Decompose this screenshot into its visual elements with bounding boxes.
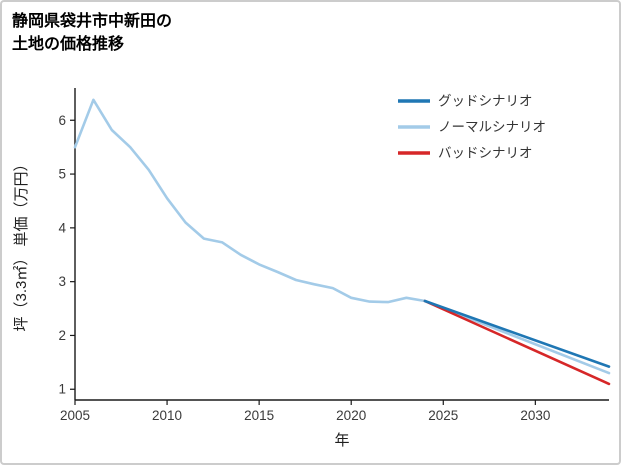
y-tick-label: 5 (58, 167, 66, 182)
x-axis-title: 年 (334, 432, 349, 449)
y-tick-label: 4 (58, 220, 66, 235)
legend-item-bad-scenario[interactable]: バッドシナリオ (398, 146, 533, 161)
legend-item-normal-scenario[interactable]: ノーマルシナリオ (398, 120, 546, 135)
y-tick-label: 1 (58, 382, 66, 397)
x-tick-label: 2025 (428, 408, 458, 423)
x-tick-label: 2030 (520, 408, 550, 423)
x-tick-label: 2005 (60, 408, 90, 423)
x-tick-label: 2020 (336, 408, 366, 423)
page-title-line-2: 土地の価格推移 (12, 36, 125, 53)
x-tick-label: 2010 (152, 408, 182, 423)
y-tick-label: 3 (58, 274, 66, 289)
legend-item-good-scenario[interactable]: グッドシナリオ (398, 94, 533, 109)
y-axis-title: 坪（3.3㎡） 単価（万円） (13, 156, 30, 331)
x-tick-label: 2015 (244, 408, 274, 423)
series-line-normal (73, 98, 611, 375)
series-line-bad (423, 299, 611, 386)
legend-label-bad: バッドシナリオ (438, 146, 533, 161)
series-line-good (423, 299, 611, 368)
y-tick-label: 2 (58, 328, 66, 343)
legend-label-good: グッドシナリオ (438, 94, 533, 109)
page-title-line-1: 静岡県袋井市中新田の (12, 13, 173, 30)
legend-label-normal: ノーマルシナリオ (438, 120, 546, 135)
y-tick-label: 6 (58, 113, 66, 128)
page-title: 静岡県袋井市中新田の 土地の価格推移 (12, 10, 172, 56)
